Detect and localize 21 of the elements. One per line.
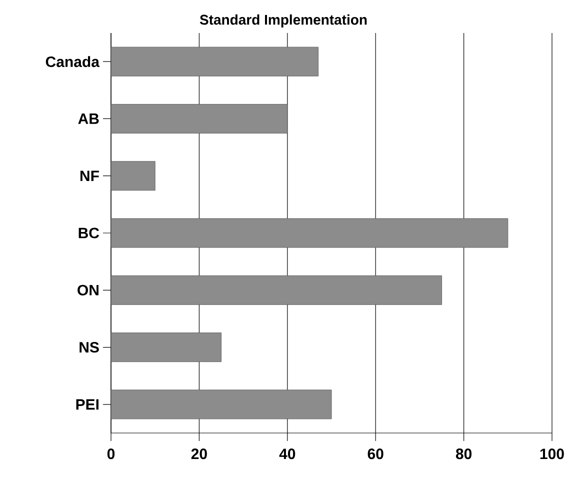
y-tick-label: Canada <box>46 56 100 68</box>
y-tick-label: NS <box>80 342 99 353</box>
bar <box>111 46 318 76</box>
x-tick-label: 0 <box>107 448 115 460</box>
y-tick-label: AB <box>78 114 99 124</box>
x-tick-label: 20 <box>191 448 207 460</box>
y-tick-label: BC <box>78 228 100 238</box>
bar <box>111 275 442 305</box>
x-tick-label: 80 <box>456 448 472 460</box>
bar <box>111 161 156 191</box>
bar <box>111 104 288 134</box>
x-tick-label: 60 <box>368 448 384 460</box>
bar <box>111 390 332 420</box>
chart-title: Standard Implementation <box>200 14 367 28</box>
x-tick-label: 100 <box>540 448 564 460</box>
bar <box>111 332 222 362</box>
x-tick-label: 40 <box>279 448 296 460</box>
y-tick-label: ON <box>78 284 98 296</box>
y-tick-label: PEI <box>76 399 98 410</box>
bar <box>111 218 508 248</box>
y-tick-label: NF <box>80 170 99 182</box>
